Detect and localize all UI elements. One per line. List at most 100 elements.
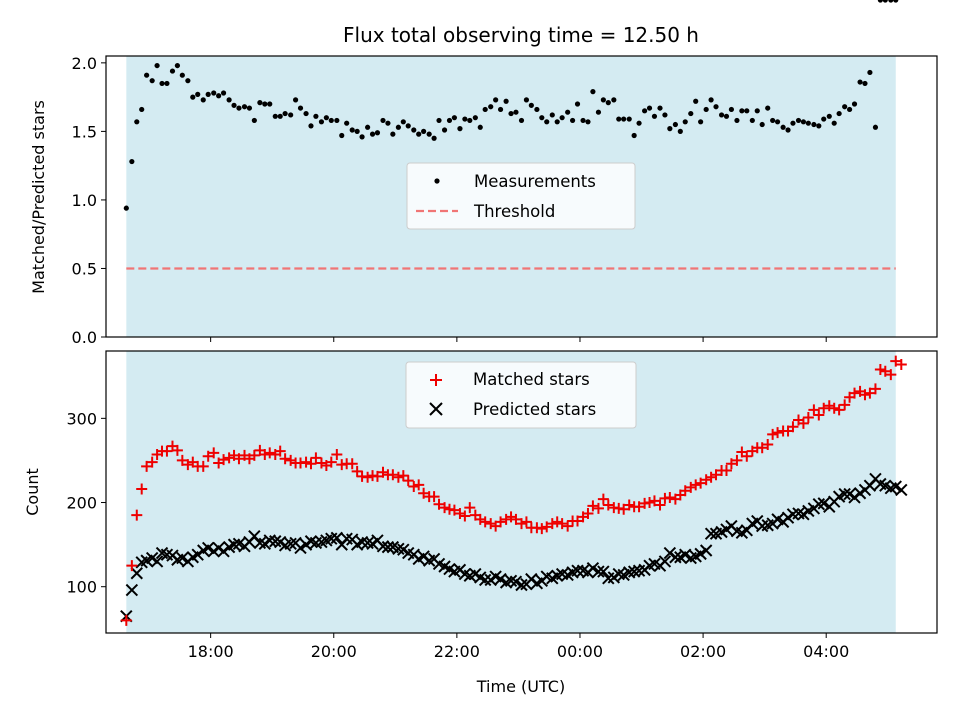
measurement-point xyxy=(862,80,868,87)
matched-star-point xyxy=(300,456,312,468)
measurement-point xyxy=(395,124,401,130)
matched-star-point xyxy=(572,515,584,527)
matched-star-point xyxy=(171,444,183,456)
predicted-stars-points xyxy=(120,472,908,623)
predicted-star-point xyxy=(253,536,267,550)
measurement-point xyxy=(149,78,155,84)
measurement-point xyxy=(554,119,560,125)
matched-star-point xyxy=(536,523,548,535)
matched-star-point xyxy=(720,465,732,477)
measurement-point xyxy=(718,112,725,118)
predicted-star-point xyxy=(658,555,672,568)
matched-star-point xyxy=(285,454,297,466)
matched-star-point xyxy=(516,518,527,530)
measurement-point xyxy=(626,116,632,122)
predicted-star-point xyxy=(361,536,374,550)
y-tick-label: 1.5 xyxy=(72,122,97,141)
measurement-point xyxy=(251,117,257,124)
measurement-point xyxy=(257,100,263,106)
chart-title: Flux total observing time = 12.50 h xyxy=(343,23,699,47)
matched-star-point xyxy=(802,412,814,424)
measurement-point xyxy=(467,117,473,124)
matched-star-point xyxy=(869,383,881,395)
y-tick-label: 200 xyxy=(66,494,97,513)
matched-star-point xyxy=(182,459,194,471)
measurement-point xyxy=(534,106,540,113)
measurement-point xyxy=(693,98,699,104)
measurement-point xyxy=(780,124,786,130)
matched-star-point xyxy=(700,474,712,486)
measurement-point xyxy=(154,62,160,69)
matched-star-point xyxy=(248,449,260,461)
matched-star-point xyxy=(351,465,363,477)
predicted-star-point xyxy=(838,487,851,501)
matched-star-point xyxy=(787,421,799,433)
matched-star-point xyxy=(448,504,460,516)
predicted-star-point xyxy=(504,574,518,588)
legend-matched-marker xyxy=(430,374,442,386)
matched-star-point xyxy=(644,497,656,509)
matched-star-point xyxy=(654,499,666,511)
matched-star-point xyxy=(679,485,691,497)
measurement-point xyxy=(713,104,719,110)
matched-star-point xyxy=(597,493,609,505)
predicted-star-point xyxy=(817,497,830,510)
measurement-point xyxy=(231,102,237,108)
measurement-point xyxy=(292,97,299,103)
measurement-point xyxy=(790,120,796,126)
measurement-point xyxy=(374,130,381,136)
measurement-point xyxy=(893,0,899,3)
predicted-star-point xyxy=(269,535,282,548)
predicted-star-point xyxy=(669,551,682,564)
measurement-point xyxy=(836,110,842,117)
measurement-point xyxy=(842,104,848,110)
predicted-star-point xyxy=(623,566,636,579)
measurement-point xyxy=(642,108,648,114)
measurement-point xyxy=(872,124,879,130)
legend-matched-label: Matched stars xyxy=(473,370,590,389)
measurement-point xyxy=(411,127,417,133)
measurement-point xyxy=(462,116,468,122)
measurement-point xyxy=(744,108,750,114)
matched-star-point xyxy=(500,513,512,525)
matched-star-point xyxy=(325,456,337,468)
measurement-point xyxy=(508,110,514,117)
measurement-point xyxy=(677,128,683,134)
measurement-point xyxy=(288,112,294,118)
matched-star-point xyxy=(408,481,420,493)
measurement-point xyxy=(369,131,376,137)
measurement-point xyxy=(774,119,781,125)
y-tick-label: 1.0 xyxy=(72,191,97,210)
ratio-y-axis-title: Matched/Predicted stars xyxy=(29,100,48,294)
matched-star-point xyxy=(731,454,743,466)
matched-star-point xyxy=(741,450,753,462)
measurement-point xyxy=(539,115,545,121)
matched-star-point xyxy=(874,364,886,376)
measurement-point xyxy=(134,119,140,125)
matched-star-point xyxy=(885,369,897,381)
measurement-point xyxy=(523,97,530,103)
matched-star-point xyxy=(495,516,507,528)
matched-star-point xyxy=(510,513,522,525)
matched-star-point xyxy=(602,499,614,511)
matched-star-point xyxy=(818,402,830,414)
measurement-point xyxy=(421,128,427,134)
count-legend: Matched stars Predicted stars xyxy=(405,361,637,429)
measurement-point xyxy=(179,72,185,78)
matched-star-point xyxy=(725,458,737,470)
measurement-point xyxy=(477,124,483,130)
measurement-point xyxy=(308,123,314,129)
matched-star-point xyxy=(454,507,466,519)
matched-star-point xyxy=(264,447,276,459)
matched-star-point xyxy=(274,445,286,457)
measurement-point xyxy=(739,108,745,114)
matched-star-point xyxy=(377,466,389,478)
measurement-point xyxy=(200,97,206,103)
matched-star-point xyxy=(695,477,707,489)
measurement-point xyxy=(816,123,822,129)
measurement-point xyxy=(262,101,268,107)
predicted-star-point xyxy=(125,583,139,597)
measurement-point xyxy=(190,94,196,100)
measurement-point xyxy=(400,119,406,125)
matched-star-point xyxy=(618,503,630,515)
